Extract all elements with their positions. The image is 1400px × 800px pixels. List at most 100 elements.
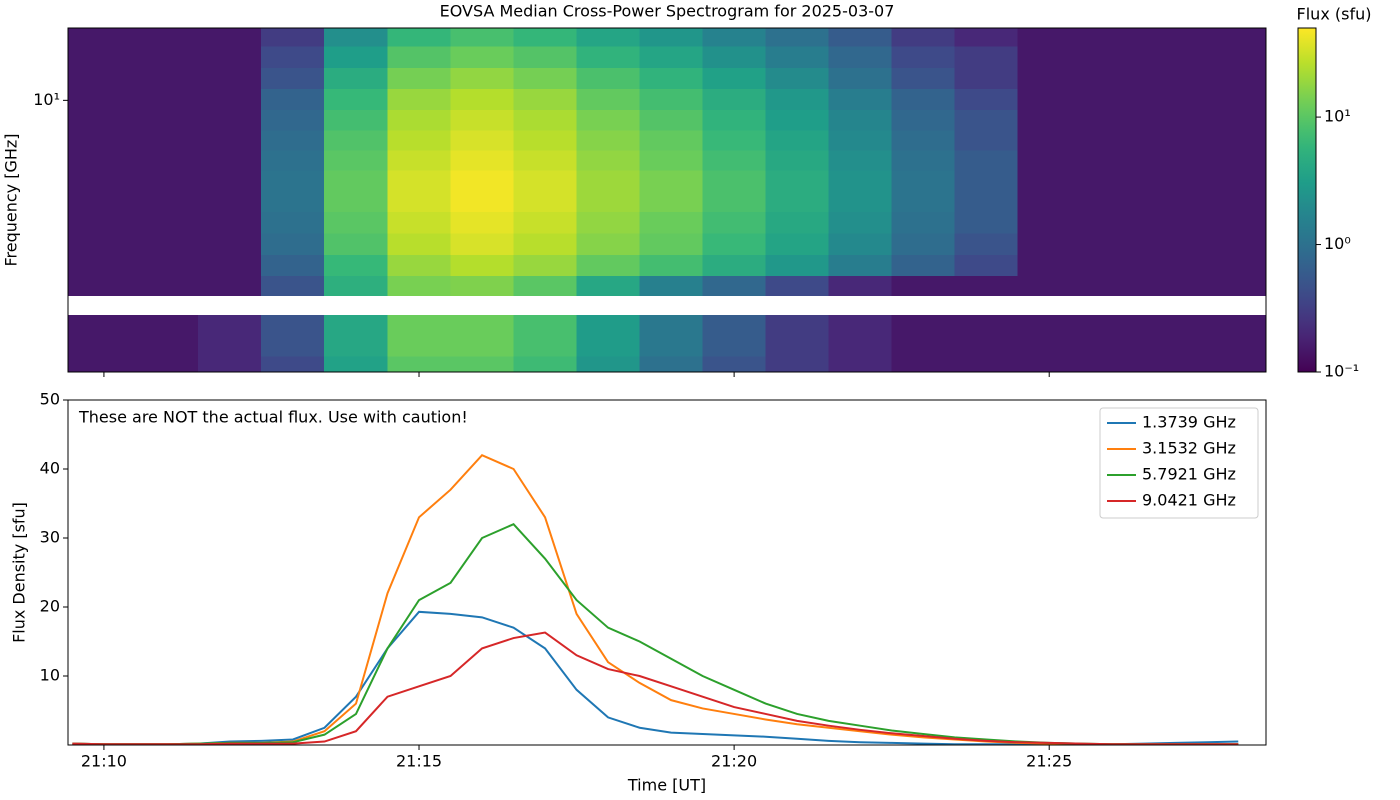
heatmap-cell (450, 170, 514, 192)
heatmap-cell (67, 27, 136, 48)
heatmap-cell (765, 88, 829, 111)
heatmap-cell (1017, 150, 1081, 172)
legend-label: 3.1532 GHz (1142, 439, 1236, 458)
heatmap-cell (639, 336, 703, 357)
colorbar-tick-label: 10⁰ (1324, 234, 1351, 253)
heatmap-cell (1080, 27, 1144, 48)
heatmap-cell (67, 150, 136, 172)
heatmap-cell (954, 110, 1018, 131)
heatmap-cell (765, 46, 829, 69)
heatmap-cell (954, 130, 1018, 152)
heatmap-cell (324, 356, 388, 373)
heatmap-cell (198, 150, 262, 172)
heatmap-cell (135, 150, 199, 172)
heatmap-cell (765, 336, 829, 357)
heatmap-cell (891, 88, 955, 111)
heatmap-cell (954, 233, 1018, 256)
heatmap-cell (450, 88, 514, 111)
heatmap-cell (135, 68, 199, 90)
heatmap-cell (135, 211, 199, 234)
colorbar-title: Flux (sfu) (1297, 5, 1372, 24)
heatmap-cell (891, 233, 955, 256)
heatmap-cell (765, 150, 829, 172)
heatmap-cell (67, 170, 136, 192)
heatmap-cell (702, 130, 766, 152)
heatmap-cell (450, 255, 514, 277)
heatmap-cell (387, 211, 451, 234)
heatmap-cell (513, 46, 577, 69)
heatmap-cell (639, 190, 703, 213)
heatmap-cell (1206, 255, 1267, 277)
heatmap-cell (1017, 88, 1081, 111)
colorbar (1297, 27, 1317, 373)
heatmap-cell (450, 46, 514, 69)
heatmap-cell (1080, 211, 1144, 234)
heatmap-cell (639, 27, 703, 48)
heatmap-cell (828, 68, 892, 90)
heatmap-cell (1143, 276, 1208, 296)
heatmap-cell (198, 336, 262, 357)
heatmap-cell (261, 110, 325, 131)
heatmap-cell (828, 276, 892, 296)
heatmap-cell (954, 315, 1018, 337)
heatmap-cell (1017, 276, 1081, 296)
heatmap-cell (576, 46, 640, 69)
heatmap-cell (702, 190, 766, 213)
heatmap-cell (576, 233, 640, 256)
heatmap-cell (387, 276, 451, 296)
heatmap-cell (702, 27, 766, 48)
heatmap-cell (324, 130, 388, 152)
heatmap-cell (135, 336, 199, 357)
colorbar-tick-label: 10¹ (1324, 107, 1351, 126)
heatmap-cell (198, 190, 262, 213)
heatmap-cell (702, 211, 766, 234)
heatmap-cell (639, 68, 703, 90)
heatmap-cell (828, 46, 892, 69)
heatmap-cell (954, 68, 1018, 90)
heatmap-cell (1017, 336, 1081, 357)
heatmap-cell (639, 255, 703, 277)
heatmap-cell (324, 68, 388, 90)
heatmap-cell (513, 276, 577, 296)
heatmap-cell (954, 150, 1018, 172)
plot-frame (67, 399, 1267, 746)
heatmap-cell (324, 110, 388, 131)
heatmap-cell (1143, 356, 1208, 373)
heatmap-cell (1206, 211, 1267, 234)
heatmap-cell (639, 356, 703, 373)
heatmap-cell (702, 255, 766, 277)
heatmap-cell (387, 315, 451, 337)
heatmap-cell (639, 233, 703, 256)
heatmap-cell (67, 211, 136, 234)
heatmap-cell (891, 110, 955, 131)
heatmap-cell (1080, 336, 1144, 357)
heatmap-cell (765, 356, 829, 373)
heatmap-cell (324, 315, 388, 337)
heatmap-cell (1017, 211, 1081, 234)
heatmap-cell (765, 110, 829, 131)
heatmap-cell (702, 46, 766, 69)
heatmap-cell (513, 130, 577, 152)
heatmap-cell (198, 110, 262, 131)
y-tick-label: 40 (40, 459, 60, 478)
legend-label: 1.3739 GHz (1142, 413, 1236, 432)
heatmap-cell (135, 190, 199, 213)
heatmap-cell (198, 46, 262, 69)
heatmap-cell (450, 190, 514, 213)
heatmap-cell (954, 211, 1018, 234)
heatmap-cell (1017, 170, 1081, 192)
heatmap-cell (576, 110, 640, 131)
heatmap-cell (324, 170, 388, 192)
heatmap-cell (1143, 130, 1208, 152)
heatmap-cell (765, 233, 829, 256)
heatmap-cell (450, 315, 514, 337)
heatmap-cell (891, 356, 955, 373)
heatmap-cell (450, 27, 514, 48)
heatmap-cell (513, 315, 577, 337)
heatmap-cell (1017, 130, 1081, 152)
heatmap-cell (261, 315, 325, 337)
heatmap-cell (1143, 336, 1208, 357)
y-tick-label: 10 (40, 666, 60, 685)
heatmap-cell (954, 170, 1018, 192)
